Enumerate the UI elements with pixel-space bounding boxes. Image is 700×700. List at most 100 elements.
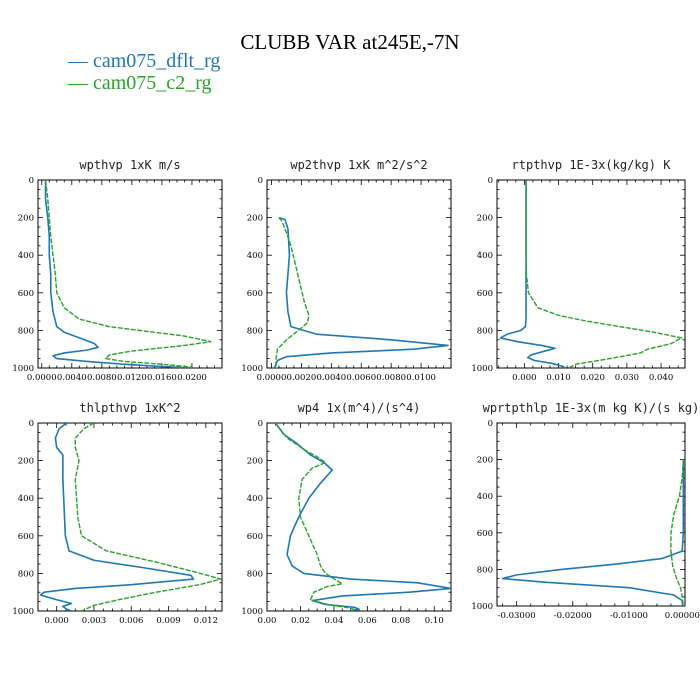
panel-title: wp4 1x(m^4)/(s^4) — [298, 401, 421, 415]
x-tick-label: 0.000 — [512, 373, 536, 383]
panel-title: rtpthvp 1E-3x(kg/kg) K — [512, 158, 672, 172]
x-tick-label: 0.04 — [324, 616, 343, 626]
y-tick-label: 800 — [18, 569, 34, 579]
y-tick-label: 600 — [477, 529, 493, 539]
series-line-cam075_dflt_rg — [499, 180, 566, 368]
x-tick-label: 0.06 — [358, 616, 377, 626]
x-tick-label: 0.0120 — [117, 373, 147, 383]
x-tick-label: 0.00 — [258, 616, 277, 626]
y-tick-label: 200 — [18, 457, 34, 467]
x-tick-label: 0.010 — [546, 373, 570, 383]
x-tick-label: 0.012 — [194, 616, 218, 626]
y-tick-label: 400 — [18, 251, 34, 261]
y-tick-label: 0 — [258, 176, 263, 186]
x-tick-label: 0.009 — [156, 616, 180, 626]
y-tick-label: 600 — [247, 532, 263, 542]
y-tick-label: 200 — [477, 456, 493, 466]
axes-frame — [266, 422, 452, 612]
x-tick-label: 0.0200 — [177, 373, 207, 383]
axes-frame — [496, 179, 686, 369]
y-tick-label: 0 — [488, 419, 493, 429]
x-tick-label: 0.0020 — [287, 373, 317, 383]
panel-2: wp2thvp 1xK m^2/s^2020040060080010000.00… — [241, 158, 452, 383]
panel-title: wprtpthlp 1E-3x(m kg K)/(s kg) — [483, 401, 700, 415]
series-line-cam075_dflt_rg — [273, 216, 449, 368]
x-tick-label: 0.006 — [119, 616, 143, 626]
figure-title: CLUBB VAR at245E,-7N — [240, 30, 460, 54]
y-tick-label: 200 — [247, 214, 263, 224]
x-tick-label: 0.08 — [391, 616, 410, 626]
panel-title: thlpthvp 1xK^2 — [79, 401, 180, 415]
legend-entry-dflt: — cam075_dflt_rg — [68, 50, 221, 72]
series-line-cam075_dflt_rg — [44, 180, 192, 368]
series-line-cam075_c2_rg — [44, 180, 212, 368]
x-tick-label: 0.0080 — [87, 373, 117, 383]
x-tick-label: 0.003 — [82, 616, 106, 626]
y-tick-label: 600 — [477, 289, 493, 299]
panel-title: wp2thvp 1xK m^2/s^2 — [290, 158, 427, 172]
y-tick-label: 400 — [477, 251, 493, 261]
x-tick-label: 0.0000 — [257, 373, 287, 383]
y-tick-label: 800 — [477, 565, 493, 575]
y-tick-label: 800 — [477, 326, 493, 336]
y-tick-label: 0 — [488, 176, 493, 186]
panel-title: wpthvp 1xK m/s — [79, 158, 180, 172]
y-tick-label: 400 — [477, 492, 493, 502]
series-line-cam075_c2_rg — [275, 217, 310, 368]
series-line-cam075_c2_rg — [525, 180, 683, 368]
series-line-cam075_c2_rg — [74, 423, 222, 611]
x-tick-label: 0.0040 — [316, 373, 346, 383]
series-line-cam075_c2_rg — [274, 423, 356, 611]
x-tick-label: 0.0040 — [57, 373, 87, 383]
y-tick-label: 1000 — [471, 364, 493, 374]
y-tick-label: 1000 — [241, 607, 263, 617]
x-tick-label: 0.000000 — [665, 611, 700, 621]
y-tick-label: 1000 — [12, 607, 34, 617]
y-tick-label: 400 — [247, 494, 263, 504]
x-tick-label: 0.000 — [44, 616, 68, 626]
y-tick-label: 800 — [18, 326, 34, 336]
legend-entry-c2: — cam075_c2_rg — [68, 72, 212, 94]
y-tick-label: 0 — [29, 176, 34, 186]
y-tick-label: 600 — [247, 289, 263, 299]
x-tick-label: 0.0080 — [376, 373, 406, 383]
axes-frame — [496, 422, 686, 607]
x-tick-label: 0.0160 — [147, 373, 177, 383]
y-tick-label: 1000 — [471, 602, 493, 612]
panel-4: thlpthvp 1xK^2 0 200 400 600 800 1000 0.000 0.00… — [12, 401, 223, 626]
series-line-cam075_dflt_rg — [274, 423, 451, 611]
axes-frame — [37, 422, 223, 612]
y-tick-label: 800 — [247, 326, 263, 336]
x-tick-label: -0.01000 — [610, 611, 648, 621]
panel-6: wprtpthlp 1E-3x(m kg K)/(s kg) 0 200 400 600… — [471, 401, 700, 621]
x-tick-label: 0.10 — [425, 616, 444, 626]
y-tick-label: 1000 — [12, 364, 34, 374]
axes-frame — [266, 179, 452, 369]
y-tick-label: 0 — [29, 419, 34, 429]
y-tick-label: 400 — [247, 251, 263, 261]
y-tick-label: 400 — [18, 494, 34, 504]
y-tick-label: 0 — [258, 419, 263, 429]
y-tick-label: 800 — [247, 569, 263, 579]
panel-3: rtpthvp 1E-3x(kg/kg) K 0 200 400 600 800 1000 0… — [471, 158, 686, 383]
y-tick-label: 1000 — [241, 364, 263, 374]
axes-frame — [37, 179, 223, 369]
y-tick-label: 200 — [18, 214, 34, 224]
x-tick-label: 0.030 — [615, 373, 639, 383]
y-tick-label: 200 — [247, 457, 263, 467]
x-tick-label: 0.020 — [581, 373, 605, 383]
x-tick-label: 0.0100 — [406, 373, 436, 383]
x-tick-label: 0.02 — [291, 616, 310, 626]
y-tick-label: 200 — [477, 214, 493, 224]
series-line-cam075_c2_rg — [670, 459, 685, 606]
x-tick-label: -0.02000 — [554, 611, 592, 621]
y-tick-label: 600 — [18, 289, 34, 299]
series-line-cam075_dflt_rg — [39, 423, 195, 611]
x-tick-label: -0.03000 — [498, 611, 536, 621]
y-tick-label: 600 — [18, 532, 34, 542]
series-line-cam075_dflt_rg — [501, 459, 685, 606]
x-tick-label: 0.0060 — [346, 373, 376, 383]
x-tick-label: 0.0000 — [27, 373, 57, 383]
